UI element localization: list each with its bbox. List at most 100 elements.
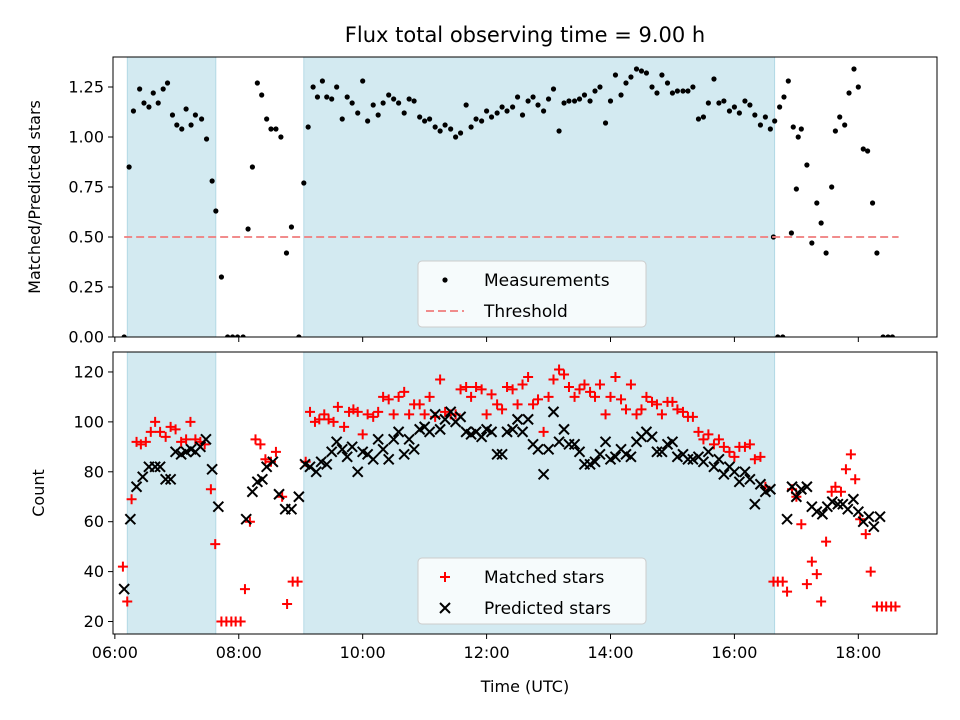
- legend-predicted-stars-label: Predicted stars: [484, 599, 611, 619]
- predicted-stars-point: [718, 468, 730, 480]
- y-tick-label: 0.50: [68, 228, 104, 247]
- legend-matched-stars-swatch: [440, 572, 450, 582]
- matched-stars-point: [620, 404, 631, 415]
- matched-stars-point: [850, 474, 861, 485]
- measurements-point: [209, 178, 215, 184]
- measurements-point: [772, 118, 778, 124]
- matched-stars-point: [373, 406, 384, 417]
- measurements-point: [767, 126, 773, 132]
- measurements-point: [633, 66, 640, 72]
- measurements-point: [638, 68, 645, 74]
- predicted-stars-point: [392, 426, 405, 438]
- measurements-point: [731, 104, 738, 110]
- matched-stars-point: [600, 409, 611, 420]
- measurements-point: [355, 110, 361, 116]
- predicted-stars-point: [485, 426, 498, 438]
- matched-stars-point: [517, 379, 528, 390]
- measurements-point: [339, 116, 345, 122]
- predicted-stars-point: [325, 446, 338, 458]
- matched-stars-point: [282, 599, 293, 610]
- predicted-stars-point: [786, 481, 798, 493]
- measurements-point: [793, 186, 799, 192]
- matched-stars-point: [724, 446, 735, 457]
- measurements-point: [448, 126, 454, 132]
- matched-stars-point: [497, 404, 508, 415]
- measurements-point: [809, 240, 815, 246]
- matched-stars-point: [357, 429, 368, 440]
- predicted-stars-point: [206, 463, 218, 475]
- matched-stars-point: [533, 394, 544, 405]
- measurements-point: [218, 274, 225, 280]
- predicted-stars-point: [336, 443, 348, 456]
- predicted-stars-point: [594, 448, 606, 461]
- matched-stars-point: [594, 379, 605, 390]
- measurements-point: [550, 86, 557, 92]
- matched-stars-point: [801, 579, 812, 590]
- measurements-point: [360, 78, 366, 84]
- measurements-point: [510, 104, 516, 110]
- matched-stars-point: [605, 391, 616, 402]
- measurements-point: [781, 94, 787, 100]
- predicted-stars-point: [764, 483, 777, 495]
- measurements-point: [795, 134, 801, 140]
- predicted-stars-point: [728, 466, 741, 478]
- measurements-point: [654, 90, 660, 96]
- measurements-point: [164, 80, 171, 86]
- measurements-point: [179, 126, 185, 132]
- predicted-stars-point: [656, 446, 668, 458]
- predicted-stars-point: [816, 508, 829, 520]
- matched-stars-point: [708, 439, 719, 450]
- measurements-point: [685, 88, 691, 94]
- predicted-stars-point: [387, 433, 400, 446]
- matched-stars-point: [239, 584, 250, 595]
- predicted-stars-point: [352, 466, 364, 478]
- measurements-point: [690, 84, 696, 90]
- measurements-point: [762, 114, 768, 120]
- matched-stars-point: [585, 386, 596, 397]
- matched-stars-point: [332, 401, 343, 412]
- measurements-point: [726, 108, 733, 114]
- measurements-point: [254, 80, 260, 86]
- measurements-point: [457, 130, 464, 136]
- measurements-point: [566, 98, 572, 104]
- predicted-stars-point: [599, 436, 612, 448]
- measurements-point: [623, 80, 629, 86]
- matched-stars-point: [170, 424, 181, 435]
- y-tick-label: 0.25: [68, 278, 104, 297]
- measurements-point: [426, 116, 433, 122]
- measurements-point: [535, 102, 541, 108]
- predicted-stars-point: [346, 441, 358, 453]
- predicted-stars-point: [744, 473, 756, 485]
- measurements-point: [225, 334, 231, 337]
- measurements-point: [618, 92, 624, 98]
- measurements-point: [198, 116, 205, 122]
- matched-stars-point: [235, 616, 246, 627]
- matched-stars-point: [160, 431, 171, 442]
- predicted-stars-point: [733, 476, 746, 488]
- measurements-point: [288, 224, 295, 230]
- measurements-point: [150, 90, 156, 96]
- matched-stars-point: [693, 426, 704, 437]
- measurements-point: [747, 102, 753, 108]
- predicted-stars-point: [842, 503, 854, 515]
- matched-stars-point: [502, 381, 513, 392]
- measurements-point: [752, 112, 758, 118]
- measurements-point: [504, 108, 510, 114]
- legend-matched-stars-label: Matched stars: [484, 568, 604, 588]
- predicted-stars-point: [367, 453, 379, 466]
- predicted-stars-point: [646, 431, 658, 443]
- measurements-point: [264, 116, 270, 122]
- measurements-point: [519, 112, 526, 118]
- predicted-stars-point: [847, 493, 860, 505]
- measurements-point: [365, 118, 371, 124]
- matched-stars-point: [185, 416, 196, 427]
- measurements-point: [855, 84, 861, 90]
- measurements-point: [174, 122, 180, 128]
- matched-stars-point: [703, 429, 714, 440]
- measurements-point: [305, 124, 311, 130]
- measurements-point: [874, 250, 880, 256]
- predicted-stars-point: [682, 453, 694, 466]
- predicted-stars-point: [708, 461, 720, 473]
- predicted-stars-point: [506, 423, 519, 436]
- measurements-point: [310, 84, 316, 90]
